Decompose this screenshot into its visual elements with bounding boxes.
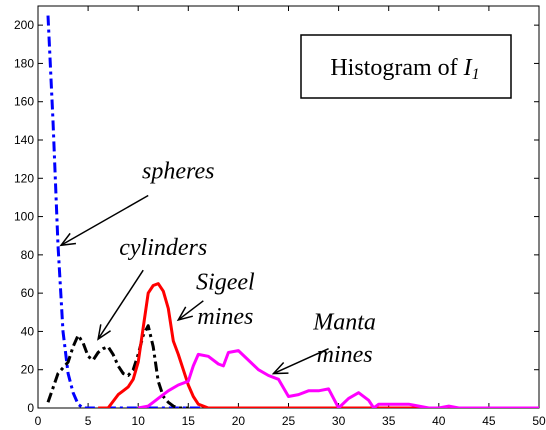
annotation-label: Manta: [312, 310, 376, 336]
annotation-label: cylinders: [119, 235, 207, 261]
x-tick-label: 50: [532, 414, 546, 428]
x-tick-label: 20: [232, 414, 246, 428]
annotation-arrowhead: [271, 362, 289, 375]
chart-title: Histogram of I1: [330, 55, 479, 83]
annotation-arrow: [273, 347, 329, 375]
y-tick-label: 20: [21, 363, 35, 377]
y-tick-label: 80: [21, 248, 35, 262]
chart-title-box: Histogram of I1: [300, 34, 512, 99]
y-tick-label: 0: [27, 401, 34, 415]
annotation-label: Sigeel: [196, 269, 255, 295]
annotation-label: mines: [317, 342, 373, 368]
annotation-arrowhead: [59, 232, 77, 247]
annotation-arrow: [177, 300, 204, 321]
series-line-1: [46, 15, 539, 408]
y-tick-label: 160: [14, 95, 34, 109]
annotation-label: spheres: [142, 158, 214, 184]
y-tick-label: 140: [14, 133, 34, 147]
annotation-arrowhead: [176, 306, 193, 322]
y-tick-label: 200: [14, 18, 34, 32]
y-axis: 0 20 40 60 80 100 120 140 160 180 200: [14, 18, 539, 415]
annotation-arrow: [97, 269, 144, 340]
x-tick-label: 0: [35, 414, 42, 428]
series-line-3: [98, 282, 539, 408]
annotation-label: mines: [197, 304, 253, 330]
x-tick-label: 25: [282, 414, 296, 428]
series-layer: [46, 15, 539, 408]
x-tick-label: 40: [432, 414, 446, 428]
x-tick-label: 35: [382, 414, 396, 428]
annotation-arrow: [60, 194, 149, 246]
x-tick-label: 15: [182, 414, 196, 428]
x-tick-label: 45: [482, 414, 496, 428]
series-line-2: [46, 324, 189, 408]
y-tick-label: 120: [14, 171, 34, 185]
annotation-layer: spheres cylinders Sigeel mines Manta mines: [119, 158, 376, 368]
y-tick-label: 40: [21, 324, 35, 338]
x-tick-label: 5: [85, 414, 92, 428]
arrow-layer: [59, 194, 329, 375]
x-axis: 0 5 10 15 20 25 30 35 40 45 50: [35, 6, 546, 428]
y-tick-label: 100: [14, 210, 34, 224]
x-tick-label: 10: [132, 414, 146, 428]
y-tick-label: 60: [21, 286, 35, 300]
annotation-arrowhead: [97, 324, 111, 341]
series-line-4: [137, 349, 539, 408]
y-tick-label: 180: [14, 56, 34, 70]
x-tick-label: 30: [332, 414, 346, 428]
